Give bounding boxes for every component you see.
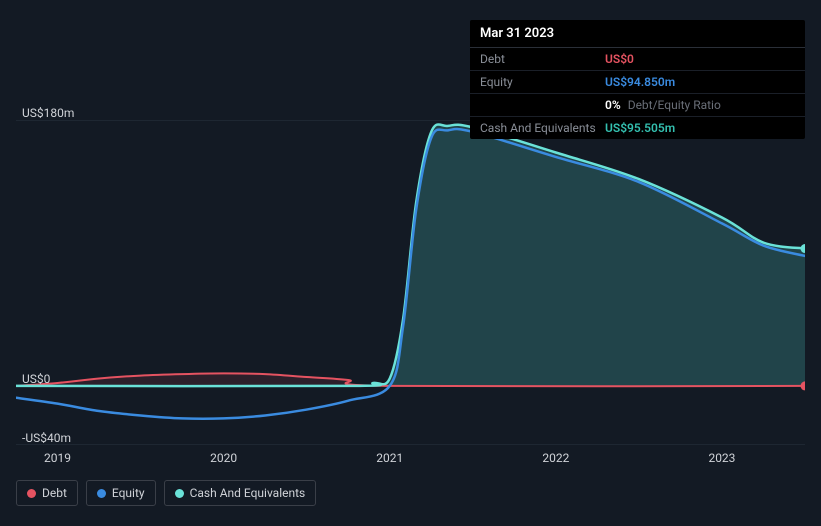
tooltip-date: Mar 31 2023: [470, 20, 805, 48]
legend-label: Equity: [112, 486, 145, 500]
x-axis-labels: 2019 2020 2021 2022 2023: [16, 451, 805, 471]
legend-dot-icon: [175, 489, 184, 498]
x-axis-label: 2022: [542, 451, 569, 465]
tooltip-row: 0% Debt/Equity Ratio: [470, 94, 805, 117]
tooltip-row-label: Equity: [480, 75, 605, 89]
tooltip-row-value: 0% Debt/Equity Ratio: [605, 98, 721, 112]
legend-label: Debt: [42, 486, 67, 500]
balance-sheet-chart: [16, 120, 805, 445]
tooltip-row-value: US$95.505m: [605, 121, 675, 135]
tooltip-row-label: Debt: [480, 52, 605, 66]
chart-legend: Debt Equity Cash And Equivalents: [16, 480, 316, 506]
y-axis-label: -US$40m: [22, 431, 71, 445]
tooltip-row-value: US$94.850m: [605, 75, 675, 89]
chart-tooltip: Mar 31 2023 DebtUS$0EquityUS$94.850m0% D…: [470, 20, 805, 139]
tooltip-row: EquityUS$94.850m: [470, 71, 805, 94]
tooltip-row-value: US$0: [605, 52, 634, 66]
legend-label: Cash And Equivalents: [190, 486, 306, 500]
tooltip-row: DebtUS$0: [470, 48, 805, 71]
x-axis-label: 2019: [44, 451, 71, 465]
tooltip-row-extra: Debt/Equity Ratio: [625, 98, 721, 112]
x-axis-label: 2021: [376, 451, 403, 465]
tooltip-row: Cash And EquivalentsUS$95.505m: [470, 117, 805, 139]
tooltip-row-label: [480, 98, 605, 112]
x-axis-label: 2023: [708, 451, 735, 465]
y-axis-label: US$180m: [22, 106, 74, 120]
legend-item[interactable]: Cash And Equivalents: [164, 480, 317, 506]
tooltip-row-label: Cash And Equivalents: [480, 121, 605, 135]
x-axis-label: 2020: [210, 451, 237, 465]
legend-dot-icon: [97, 489, 106, 498]
legend-item[interactable]: Debt: [16, 480, 78, 506]
legend-item[interactable]: Equity: [86, 480, 156, 506]
legend-dot-icon: [27, 489, 36, 498]
y-axis-label: US$0: [22, 372, 50, 386]
